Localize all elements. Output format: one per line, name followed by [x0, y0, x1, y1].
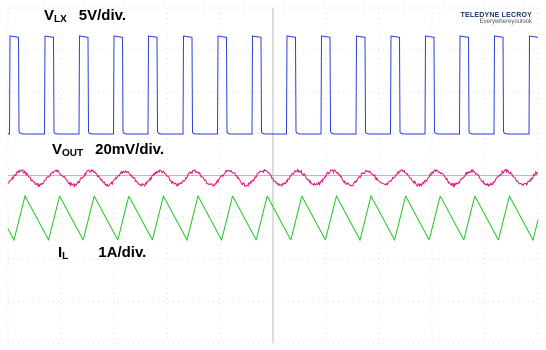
channel-name: V	[44, 7, 55, 24]
channel-label: IL 1A/div.	[58, 244, 146, 262]
channel-label: VLX 5V/div.	[44, 7, 126, 25]
logo-brand: TELEDYNE LECROY	[460, 12, 532, 19]
logo: TELEDYNE LECROY Everywhereyoulook	[461, 12, 532, 26]
channel-label: VOUT 20mV/div.	[52, 141, 164, 159]
vout-trace	[7, 168, 539, 189]
channel-name: I	[58, 244, 63, 261]
channel-sub: LX	[54, 14, 67, 25]
channel-scale: 20mV/div.	[95, 141, 165, 158]
channel-scale: 5V/div.	[78, 7, 127, 24]
vlx-trace	[8, 35, 538, 135]
channel-sub: OUT	[62, 148, 84, 159]
logo-tagline: Everywhereyoulook	[479, 19, 532, 25]
channel-name: V	[52, 141, 63, 158]
il-trace	[7, 194, 539, 242]
channel-scale: 1A/div.	[98, 244, 147, 261]
channel-sub: L	[62, 251, 69, 262]
